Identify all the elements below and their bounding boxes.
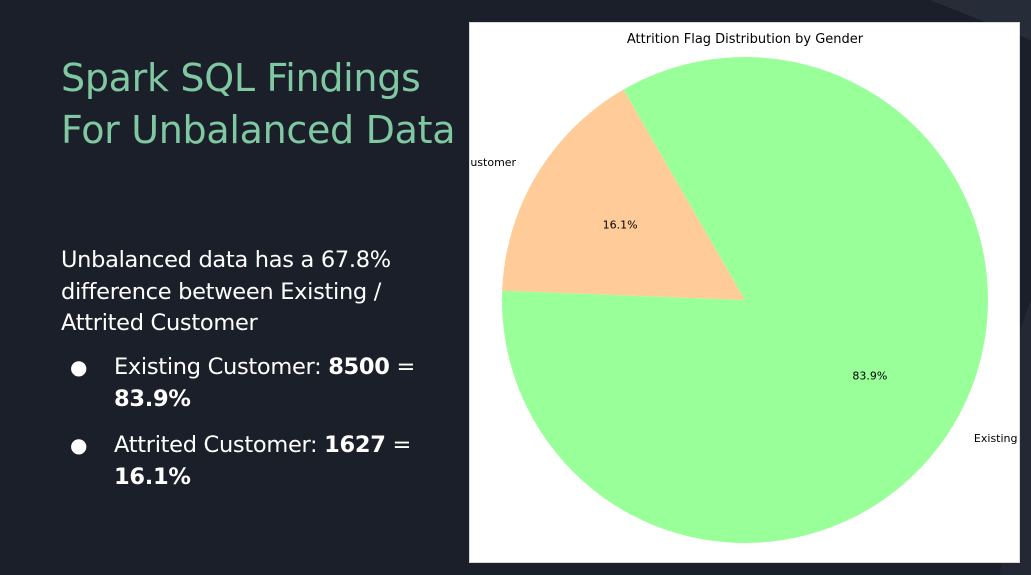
pie-category-label: Attrited Customer bbox=[470, 156, 517, 169]
bullet-dot-icon: ● bbox=[70, 355, 88, 379]
pie-chart-panel: Attrition Flag Distribution by Gender 16… bbox=[469, 22, 1020, 563]
pie-chart: Attrition Flag Distribution by Gender 16… bbox=[470, 32, 1019, 544]
bullet-existing: ● Existing Customer: 8500 = 83.9% bbox=[61, 352, 441, 415]
pie-slices: 16.1% Attrited Customer 83.9% Existing Cust… bbox=[470, 57, 1019, 544]
bullet-attrited: ● Attrited Customer: 1627 = 16.1% bbox=[61, 430, 441, 493]
chart-title: Attrition Flag Distribution by Gender bbox=[627, 32, 864, 47]
summary-text: Unbalanced data has a 67.8% difference b… bbox=[61, 247, 391, 336]
bullet-percent: 83.9% bbox=[114, 385, 191, 412]
pie-category-label: Existing Customer bbox=[974, 432, 1019, 445]
bullet-dot-icon: ● bbox=[70, 433, 88, 457]
slide-title: Spark SQL Findings For Unbalanced Data bbox=[61, 56, 456, 152]
bullet-label: Attrited Customer: bbox=[114, 432, 325, 458]
pie-pct-label: 83.9% bbox=[852, 369, 887, 382]
bullet-label: Existing Customer: bbox=[114, 354, 329, 380]
bullet-count: 8500 bbox=[328, 354, 390, 380]
bullet-percent: 16.1% bbox=[114, 463, 191, 490]
bullet-sep: = bbox=[385, 432, 412, 458]
bullet-sep: = bbox=[389, 354, 416, 380]
pie-slice-existing-customer bbox=[502, 57, 988, 544]
pie-pct-label: 16.1% bbox=[603, 219, 638, 232]
bullet-list: ● Existing Customer: 8500 = 83.9% ● Attr… bbox=[61, 352, 441, 508]
bullet-count: 1627 bbox=[324, 432, 386, 458]
pie-slice-attrited-customer bbox=[502, 89, 745, 301]
